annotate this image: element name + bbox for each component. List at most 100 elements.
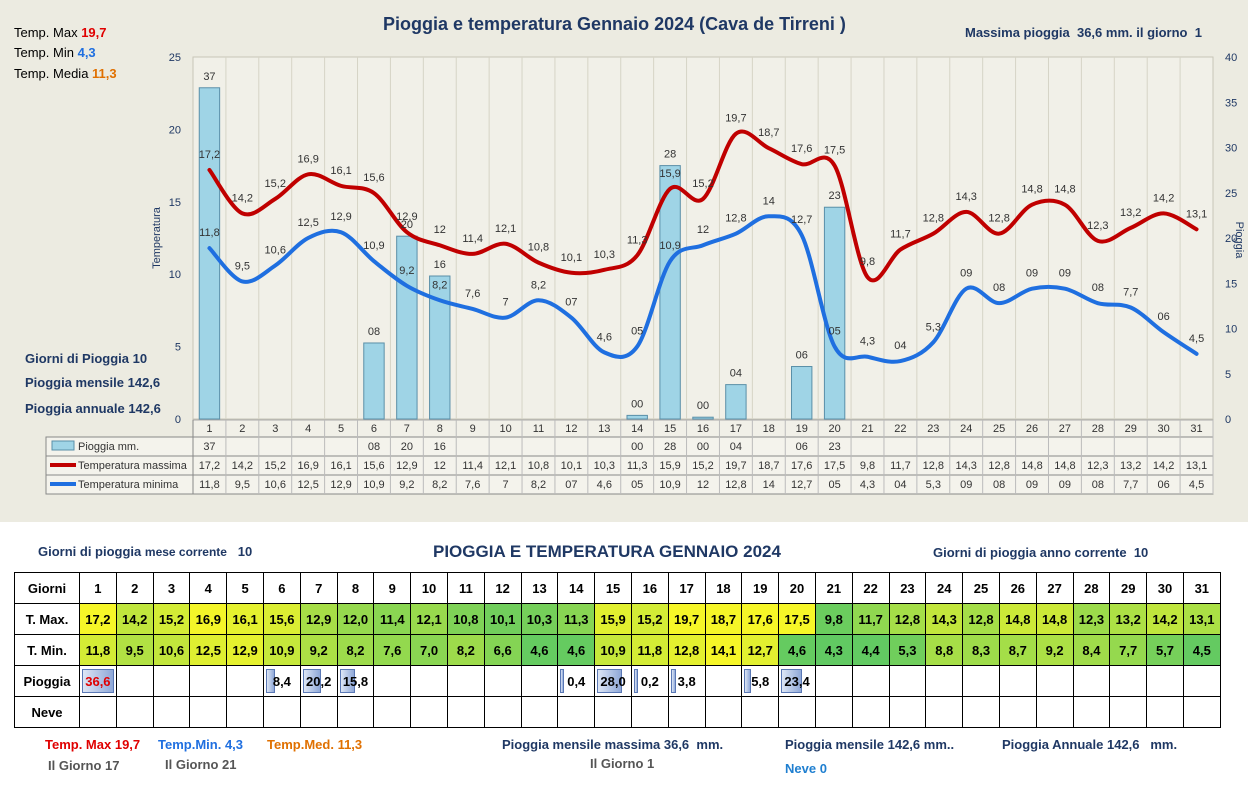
rain-cell-value: 20,2	[306, 673, 332, 689]
tmin-data-label: 10,6	[265, 245, 286, 257]
table-value: 12,8	[923, 460, 944, 472]
tmax-data-label: 19,7	[725, 113, 746, 125]
day-cell: 6	[262, 572, 301, 604]
rain-cell: 0,4	[557, 665, 596, 697]
tmax-data-label: 12,9	[396, 211, 417, 223]
rain-days-month: Giorni di pioggia mese corrente 10	[38, 544, 252, 559]
rain-year-value: 142,6	[128, 401, 161, 416]
table-value: 00	[697, 441, 709, 453]
snow-cell	[667, 696, 706, 728]
table-value: 15,9	[659, 460, 680, 472]
tmin-cell: 4,3	[814, 634, 853, 666]
tmax-cell: 14,8	[1035, 603, 1074, 635]
rain-cell: 5,8	[741, 665, 780, 697]
x-tick-label: 6	[371, 423, 377, 435]
right-tick-label: 0	[1225, 414, 1231, 426]
tmax-cell: 12,1	[410, 603, 448, 635]
rain-days-stat: Giorni di Pioggia 10	[25, 351, 147, 366]
left-tick-label: 0	[175, 414, 181, 426]
day-cell: 25	[962, 572, 1000, 604]
rain-year-stat: Pioggia annuale 142,6	[25, 401, 161, 416]
tmax-cell: 14,8	[998, 603, 1037, 635]
rain-cell	[189, 665, 228, 697]
tmax-cell: 16,9	[189, 603, 228, 635]
day-cell: 26	[998, 572, 1037, 604]
tmin-data-label: 14	[763, 195, 775, 207]
table-value: 8,2	[531, 479, 546, 491]
tmax-data-label: 11,7	[890, 229, 911, 241]
rain-data-label: 16	[434, 259, 446, 271]
right-tick-label: 25	[1225, 188, 1237, 200]
snow-cell	[1146, 696, 1184, 728]
tmin-cell: 10,9	[594, 634, 632, 666]
rain-cell	[410, 665, 448, 697]
rain-cell	[1182, 665, 1221, 697]
table-value: 15,2	[692, 460, 713, 472]
tmin-cell: 12,9	[226, 634, 264, 666]
x-tick-label: 30	[1158, 423, 1170, 435]
tmin-cell: 5,7	[1146, 634, 1184, 666]
tmax-cell: 12,8	[888, 603, 927, 635]
right-tick-label: 10	[1225, 324, 1237, 336]
tmax-cell: 19,7	[667, 603, 706, 635]
footer-tmin-value: 4,3	[224, 737, 244, 752]
table-value: 09	[1026, 479, 1038, 491]
rain-cell-value: 5,8	[751, 673, 770, 689]
tmax-data-label: 10,3	[594, 249, 615, 261]
table-value: 16,9	[297, 460, 318, 472]
rain-data-label: 00	[697, 400, 709, 412]
table-value: 9,8	[860, 460, 875, 472]
footer-tmax-day: Il Giorno 17	[48, 758, 120, 773]
table-value: 12,7	[791, 479, 812, 491]
day-cell: 3	[152, 572, 191, 604]
rain-data-label: 00	[631, 398, 643, 410]
tmin-cell: 8,3	[962, 634, 1000, 666]
rain-bar	[396, 235, 418, 420]
rain-cell	[704, 665, 743, 697]
rain-cell-value: 8,4	[272, 673, 291, 689]
tmin-cell: 4,5	[1182, 634, 1221, 666]
tmax-data-label: 13,1	[1186, 208, 1207, 220]
tmin-data-label: 8,2	[432, 279, 447, 291]
table-value: 08	[368, 441, 380, 453]
footer-tmed-value: 11,3	[337, 737, 363, 752]
tmin-cell: 8,4	[1072, 634, 1111, 666]
tmin-cell: 9,2	[299, 634, 338, 666]
tmin-data-label: 07	[565, 297, 577, 309]
tmin-data-label: 06	[1158, 311, 1170, 323]
x-tick-label: 19	[796, 423, 808, 435]
tmin-data-label: 11,8	[199, 227, 220, 239]
table-value: 5,3	[926, 479, 941, 491]
footer-rain-max-day: Il Giorno 1	[590, 756, 655, 771]
x-tick-label: 7	[404, 423, 410, 435]
rain-cell	[1035, 665, 1074, 697]
tmax-cell: 17,6	[741, 603, 780, 635]
x-tick-label: 27	[1059, 423, 1071, 435]
rain-days-label: Giorni di Pioggia	[25, 351, 129, 366]
x-tick-label: 9	[470, 423, 476, 435]
y-axis-right-label: Pioggia	[1233, 222, 1245, 260]
x-tick-label: 16	[697, 423, 709, 435]
table-value: 09	[1059, 479, 1071, 491]
table-value: 12,8	[725, 479, 746, 491]
tmax-cell: 14,3	[925, 603, 964, 635]
rain-cell	[226, 665, 264, 697]
rain-cell	[814, 665, 853, 697]
tmin-data-label: 4,3	[860, 336, 875, 348]
snow-cell	[1109, 696, 1148, 728]
table-value: 13,1	[1186, 460, 1207, 472]
snow-cell	[962, 696, 1000, 728]
rain-cell-value: 0,2	[640, 673, 659, 689]
tmin-data-label: 9,2	[399, 265, 414, 277]
legend-tmin-label: Temperatura minima	[78, 479, 179, 491]
snow-cell	[1035, 696, 1074, 728]
rain-bar	[791, 366, 813, 420]
tmin-cell: 10,6	[152, 634, 191, 666]
rain-data-label: 28	[664, 149, 676, 161]
x-tick-label: 24	[960, 423, 972, 435]
tmax-data-label: 14,3	[956, 191, 977, 203]
snow-cell	[79, 696, 117, 728]
tmax-data-label: 12,1	[495, 223, 516, 235]
x-tick-label: 14	[631, 423, 643, 435]
snow-cell	[741, 696, 780, 728]
